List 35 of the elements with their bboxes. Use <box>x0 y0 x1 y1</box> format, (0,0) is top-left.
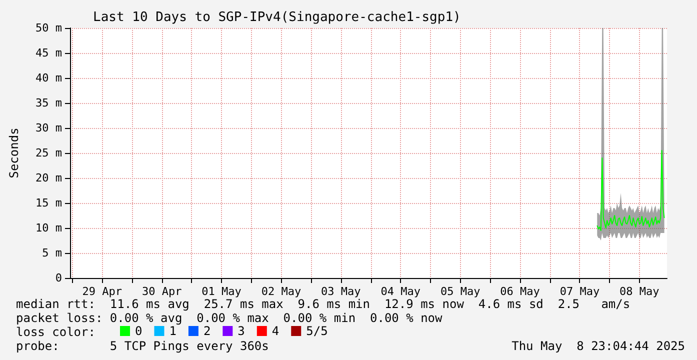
legend-label: 4 <box>272 324 280 338</box>
y-tick-label: 35 m <box>36 96 62 110</box>
y-tick-label: 20 m <box>36 172 62 184</box>
y-axis-title: Seconds <box>7 128 21 178</box>
x-tick-label: 06 May <box>500 285 540 298</box>
chart-title: Last 10 Days to SGP-IPv4(Singapore-cache1-sgp1) <box>93 10 461 25</box>
x-tick-label: 03 May <box>321 285 362 298</box>
x-tick-label: 29 Apr <box>82 285 122 298</box>
text: probe: 5 TCP Pings every 360s <box>16 339 269 353</box>
legend-label: 5/5 <box>306 324 328 338</box>
legend-label: 0 <box>135 324 142 338</box>
text: Thu May 8 23:04:44 2025 <box>512 339 685 353</box>
legend-label: 2 <box>203 324 211 338</box>
x-tick-label: 08 May <box>620 285 660 298</box>
y-tick-label: 25 m <box>36 146 62 160</box>
x-tick-label: 04 May <box>380 285 421 298</box>
y-tick-label: 40 m <box>36 72 62 84</box>
x-tick-label: 07 May <box>560 285 600 298</box>
line-series <box>596 150 665 231</box>
x-tick-label: 01 May <box>202 285 242 298</box>
legend-label: 3 <box>238 324 245 338</box>
text: packet loss: 0.00 % avg 0.00 % max 0.00 % min 0.00 % now <box>16 311 444 325</box>
x-tick-label: 02 May <box>261 285 302 298</box>
y-tick-label: 0 <box>55 272 62 284</box>
y-tick-label: 30 m <box>36 122 62 134</box>
x-tick-label: 05 May <box>440 285 481 298</box>
text: median rtt: 11.6 ms avg 25.7 ms max 9.6 ms min 12.9 ms now 4.6 ms sd 2.5 am/s <box>16 297 630 311</box>
y-tick-label: 15 m <box>36 196 62 210</box>
legend-label: 1 <box>169 324 176 338</box>
y-tick-label: 50 m <box>36 22 62 34</box>
x-tick-label: 30 Apr <box>142 285 182 298</box>
legend-title: loss color: <box>16 325 96 339</box>
y-tick-label: 45 m <box>36 46 62 60</box>
y-tick-label: 10 m <box>36 222 62 234</box>
y-tick-label: 5 m <box>42 246 62 260</box>
